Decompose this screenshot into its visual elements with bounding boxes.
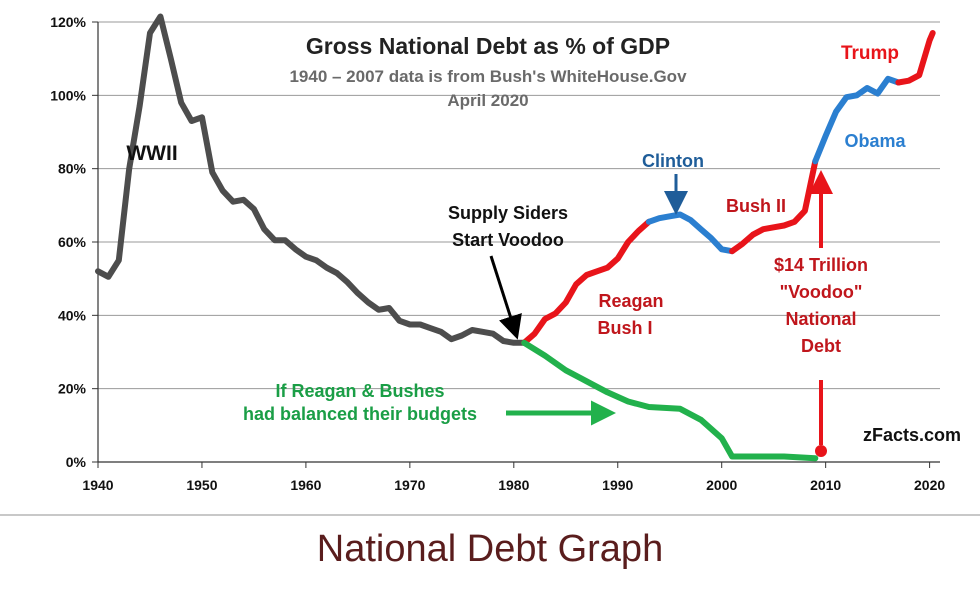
caption-divider [0,514,980,516]
source-label: zFacts.com [863,425,961,445]
series-lines [95,13,936,462]
x-tick-label: 1990 [602,477,633,493]
supply-siders-arrow [489,255,522,340]
annotation-bush1: Bush I [597,318,652,338]
annotation-voodoo-line2: "Voodoo" [780,282,863,302]
x-tick-label: 1950 [186,477,217,493]
series-line-5 [895,30,936,86]
series-line-3 [729,158,819,255]
annotation-voodoo-line4: Debt [801,336,841,356]
y-tick-label: 100% [50,87,86,103]
annotation-bush2: Bush II [726,196,786,216]
annotation-wwii: WWII [126,142,177,165]
annotation-balanced-line1: If Reagan & Bushes [275,381,444,401]
series-line-0 [95,13,528,346]
y-tick-labels: 0% 20% 40% 60% 80% 100% 120% [50,14,86,470]
chart-subtitle: 1940 – 2007 data is from Bush's WhiteHou… [289,67,687,86]
x-tick-label: 2000 [706,477,737,493]
voodoo-gap-dot [815,445,827,457]
series-line-4 [812,75,902,165]
annotation-clinton: Clinton [642,151,704,171]
x-tick-label: 1960 [290,477,321,493]
y-tick-label: 40% [58,307,87,323]
annotation-reagan: Reagan [598,291,663,311]
annotation-voodoo-line3: National [785,309,856,329]
x-tick-label: 2010 [810,477,841,493]
annotation-supply-siders-line2: Start Voodoo [452,230,564,250]
annotation-balanced-line2: had balanced their budgets [243,404,477,424]
axes [97,22,940,463]
x-tick-label: 2020 [914,477,945,493]
y-tick-label: 0% [66,454,87,470]
annotation-supply-siders-line1: Supply Siders [448,203,568,223]
x-tick-label: 1970 [394,477,425,493]
x-tick-label: 1940 [82,477,113,493]
image-caption: National Debt Graph [316,528,664,570]
chart-date: April 2020 [447,91,528,110]
annotation-obama: Obama [844,131,906,151]
y-tick-label: 60% [58,234,87,250]
x-tick-label: 1980 [498,477,529,493]
x-tick-labels: 1940 1950 1960 1970 1980 1990 2000 2010 2020 [82,477,945,493]
series-line-2 [645,211,736,255]
chart-title: Gross National Debt as % of GDP [306,33,670,59]
annotation-trump: Trump [841,43,899,64]
annotation-voodoo-line1: $14 Trillion [774,255,868,275]
y-tick-label: 120% [50,14,86,30]
grid-lines [92,21,940,468]
y-tick-label: 80% [58,161,87,177]
y-tick-label: 20% [58,381,87,397]
series-line-6 [521,339,819,462]
series-line-1 [521,218,652,346]
debt-chart: 0%20%40%60%80%100%120% 1940 1950 1960 1970 1… [50,13,961,493]
